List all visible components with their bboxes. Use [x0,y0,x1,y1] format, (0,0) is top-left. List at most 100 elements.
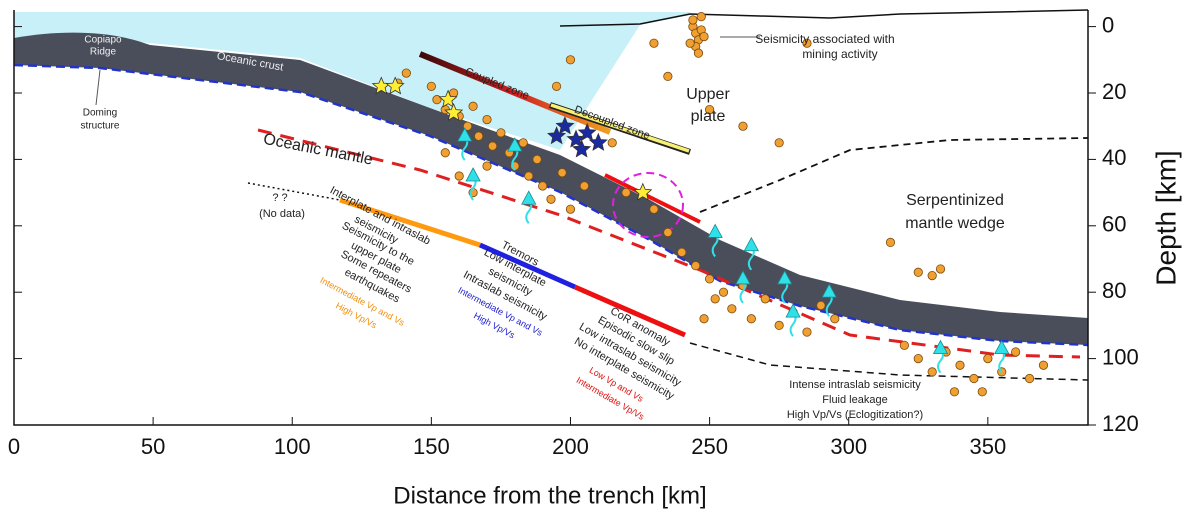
y-tick-label: 80 [1102,278,1126,303]
annotation: mining activity [802,47,877,61]
triangle [777,270,793,285]
earthquake [704,274,715,284]
no-data [247,182,341,201]
annotation: Upper [686,86,730,103]
earthquake [913,353,923,364]
annotation: Ridge [90,47,117,58]
x-tick-label: 50 [141,434,165,459]
earthquake [885,237,896,247]
annotation: ? ? [272,192,287,204]
earthquake [440,148,450,158]
triangle [507,137,523,152]
earthquake [565,204,576,214]
earthquake [802,38,812,48]
x-tick-label: 200 [552,434,589,459]
annotation: High Vp/Vs (Eclogitization?) [787,409,923,421]
mantle-boundary [257,128,1081,359]
earthquake [691,261,701,271]
earthquake [1011,347,1021,357]
x-tick-label: 350 [969,434,1006,459]
decoupled-bar-fill [550,103,690,153]
leader [95,36,760,106]
segment-orange [339,197,481,248]
earthquake [621,188,631,198]
y-axis-label: Depth [km] [1150,150,1181,285]
earthquake [696,12,706,22]
earthquake [565,55,576,65]
x-tick-label: 300 [830,434,867,459]
earthquake [401,68,411,78]
earthquake [496,128,506,138]
earthquake [1038,360,1049,370]
earthquake [462,121,473,131]
star [438,89,458,108]
earthquake [685,38,695,48]
earthquake [693,48,704,58]
earthquake [816,300,826,311]
earthquake [557,168,567,178]
earthquake [468,101,478,111]
earthquake [746,314,756,324]
earthquake [699,314,709,324]
topography [559,9,1089,27]
earthquake [949,387,960,397]
y-tick-label: 20 [1102,79,1126,104]
star [555,116,575,135]
earthquake [454,171,464,181]
earthquake [487,141,498,151]
earthquake [899,340,909,350]
x-tick-label: 250 [691,434,728,459]
earthquake [727,304,737,314]
y-tick-label: 60 [1102,212,1126,237]
earthquake [449,88,459,98]
triangle [457,127,473,142]
earthquake [607,138,617,148]
x-axis-label: Distance from the trench [km] [393,482,706,509]
earthquake [802,327,812,337]
earthquake [688,15,698,25]
earthquake [738,121,748,131]
background-layout [13,9,1089,381]
triangle [932,339,949,355]
wedge-boundary [699,137,1089,213]
star [444,102,464,122]
triangle [707,223,723,238]
x-tick-label: 0 [8,434,20,459]
plot [371,12,1049,397]
earthquake [432,95,442,105]
earthquake [538,181,548,191]
star [633,182,653,201]
earthquake [913,267,923,277]
ocean [14,12,690,150]
earthquake [830,314,840,324]
earthquake [760,294,770,304]
earthquake [649,38,659,48]
earthquake [474,131,484,141]
earthquake [518,138,528,148]
earthquake [927,270,937,281]
earthquake [663,227,673,238]
earthquake [969,373,979,384]
segment-blue [478,242,577,290]
annotation: Intense intraslab seismicity [789,379,921,391]
earthquake [955,360,965,370]
annotation: Copiapo [84,35,122,46]
moho [13,63,1089,347]
earthquake [663,71,673,82]
star [588,132,608,151]
anomaly-ellipse [612,172,684,238]
star [571,139,592,158]
earthquake [482,161,492,171]
earthquake [579,181,589,191]
earthquake [677,247,687,257]
annotation: Serpentinized [906,192,1004,209]
segment-red [574,284,686,338]
earthquake [699,31,709,42]
earthquake [704,105,715,115]
earthquake [1024,373,1035,384]
lower-dashed [689,342,1089,381]
annotation: Seismicity associated with [755,32,894,46]
coupled-bar [418,51,612,135]
earthquake [977,387,987,397]
